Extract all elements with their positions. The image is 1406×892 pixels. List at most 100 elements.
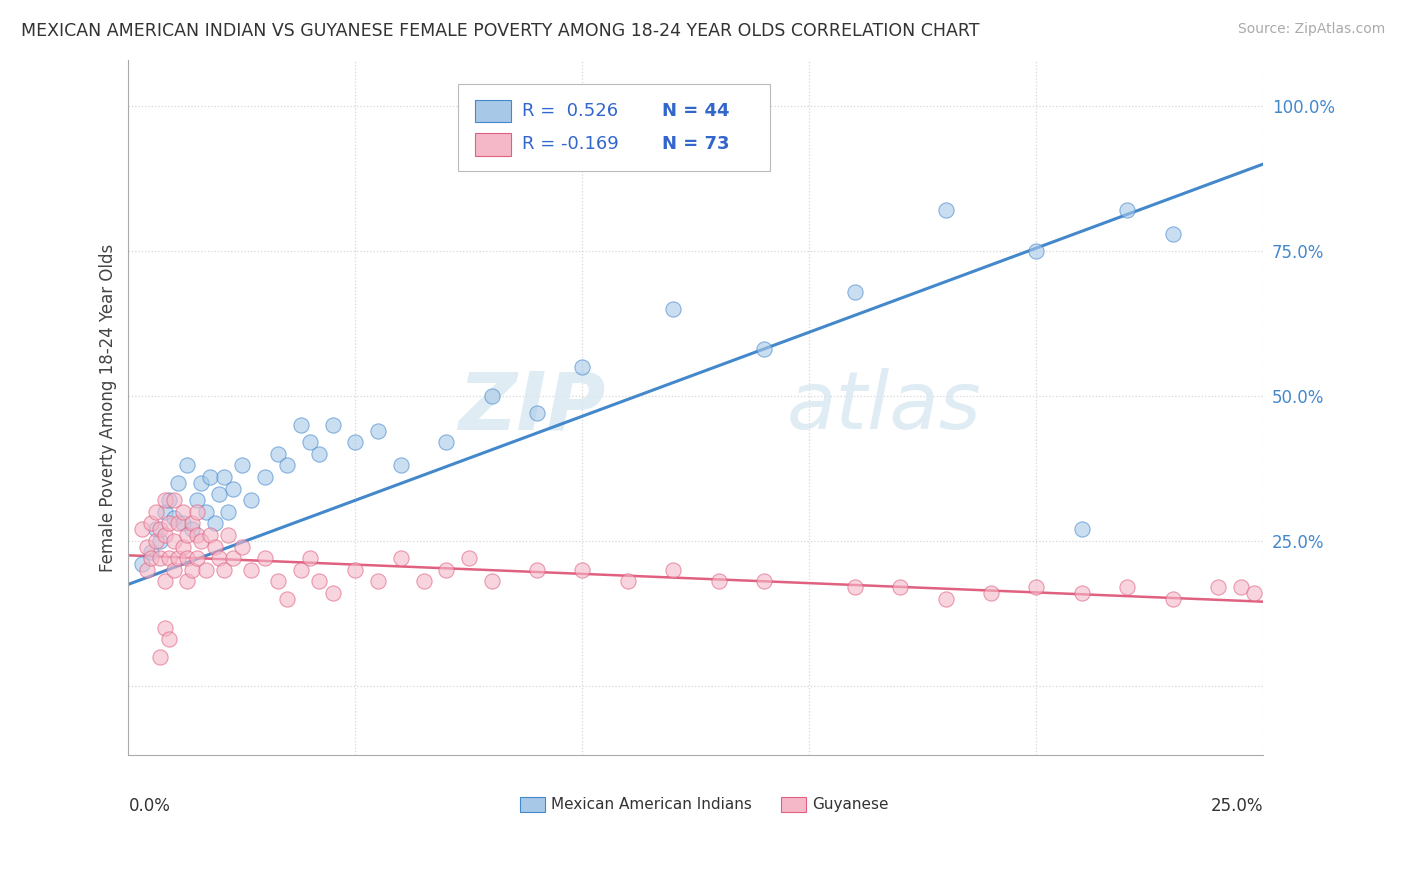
Point: [1116, 580, 1139, 594]
Point: [194, 505, 217, 519]
Point: [186, 505, 208, 519]
Point: [153, 574, 176, 589]
Point: [141, 545, 163, 559]
FancyBboxPatch shape: [475, 100, 510, 122]
Point: [186, 528, 208, 542]
Point: [389, 551, 412, 566]
Point: [172, 505, 194, 519]
Text: ZIP: ZIP: [458, 368, 605, 447]
Point: [458, 551, 481, 566]
Point: [212, 470, 235, 484]
Text: N = 73: N = 73: [662, 136, 730, 153]
Point: [276, 458, 298, 473]
Point: [299, 551, 322, 566]
Y-axis label: Female Poverty Among 18-24 Year Olds: Female Poverty Among 18-24 Year Olds: [100, 244, 117, 572]
Point: [217, 505, 239, 519]
Point: [526, 406, 548, 420]
Point: [571, 563, 593, 577]
Point: [308, 447, 330, 461]
Point: [662, 563, 685, 577]
Point: [149, 522, 172, 536]
Text: R = -0.169: R = -0.169: [522, 136, 619, 153]
Point: [190, 475, 212, 490]
Point: [153, 621, 176, 635]
Point: [172, 540, 194, 554]
Point: [181, 516, 204, 531]
Point: [253, 551, 276, 566]
Point: [204, 516, 226, 531]
Point: [253, 470, 276, 484]
Point: [1070, 586, 1092, 600]
Point: [1206, 580, 1229, 594]
Point: [145, 533, 167, 548]
Point: [163, 563, 186, 577]
Point: [186, 551, 208, 566]
Point: [1025, 244, 1047, 258]
FancyBboxPatch shape: [457, 84, 769, 171]
Point: [163, 510, 186, 524]
Point: [145, 522, 167, 536]
Text: atlas: atlas: [787, 368, 981, 447]
Point: [389, 458, 412, 473]
Point: [167, 516, 190, 531]
Point: [267, 447, 290, 461]
Point: [153, 505, 176, 519]
Point: [167, 475, 190, 490]
Point: [308, 574, 330, 589]
Point: [149, 649, 172, 664]
Point: [267, 574, 290, 589]
Point: [176, 458, 198, 473]
Text: 25.0%: 25.0%: [1211, 797, 1264, 815]
Point: [1116, 203, 1139, 218]
Point: [157, 551, 180, 566]
Point: [889, 580, 911, 594]
Point: [222, 551, 245, 566]
FancyBboxPatch shape: [782, 797, 806, 813]
Point: [190, 533, 212, 548]
Point: [434, 563, 457, 577]
Point: [181, 522, 204, 536]
Point: [208, 551, 231, 566]
Point: [194, 563, 217, 577]
Point: [367, 574, 389, 589]
Point: [980, 586, 1002, 600]
Point: [844, 580, 866, 594]
Text: N = 44: N = 44: [662, 102, 730, 120]
Point: [344, 435, 367, 450]
Point: [198, 470, 221, 484]
Point: [222, 482, 245, 496]
Text: R =  0.526: R = 0.526: [522, 102, 619, 120]
Point: [240, 493, 263, 508]
Point: [935, 203, 957, 218]
Point: [526, 563, 548, 577]
Point: [571, 359, 593, 374]
Point: [1025, 580, 1047, 594]
Point: [290, 563, 312, 577]
Text: Guyanese: Guyanese: [811, 797, 889, 812]
Point: [217, 528, 239, 542]
Point: [135, 540, 157, 554]
Point: [176, 574, 198, 589]
Point: [412, 574, 434, 589]
Point: [141, 551, 163, 566]
Point: [153, 528, 176, 542]
Point: [149, 533, 172, 548]
Point: [231, 458, 253, 473]
Point: [367, 424, 389, 438]
Point: [617, 574, 640, 589]
FancyBboxPatch shape: [475, 133, 510, 155]
Point: [299, 435, 322, 450]
Point: [481, 389, 503, 403]
Point: [141, 516, 163, 531]
Point: [344, 563, 367, 577]
Point: [752, 343, 775, 357]
Point: [212, 563, 235, 577]
Point: [157, 493, 180, 508]
Point: [131, 557, 153, 571]
Point: [145, 505, 167, 519]
Point: [157, 632, 180, 647]
Point: [198, 528, 221, 542]
Point: [153, 493, 176, 508]
Text: 0.0%: 0.0%: [128, 797, 170, 815]
Point: [707, 574, 730, 589]
